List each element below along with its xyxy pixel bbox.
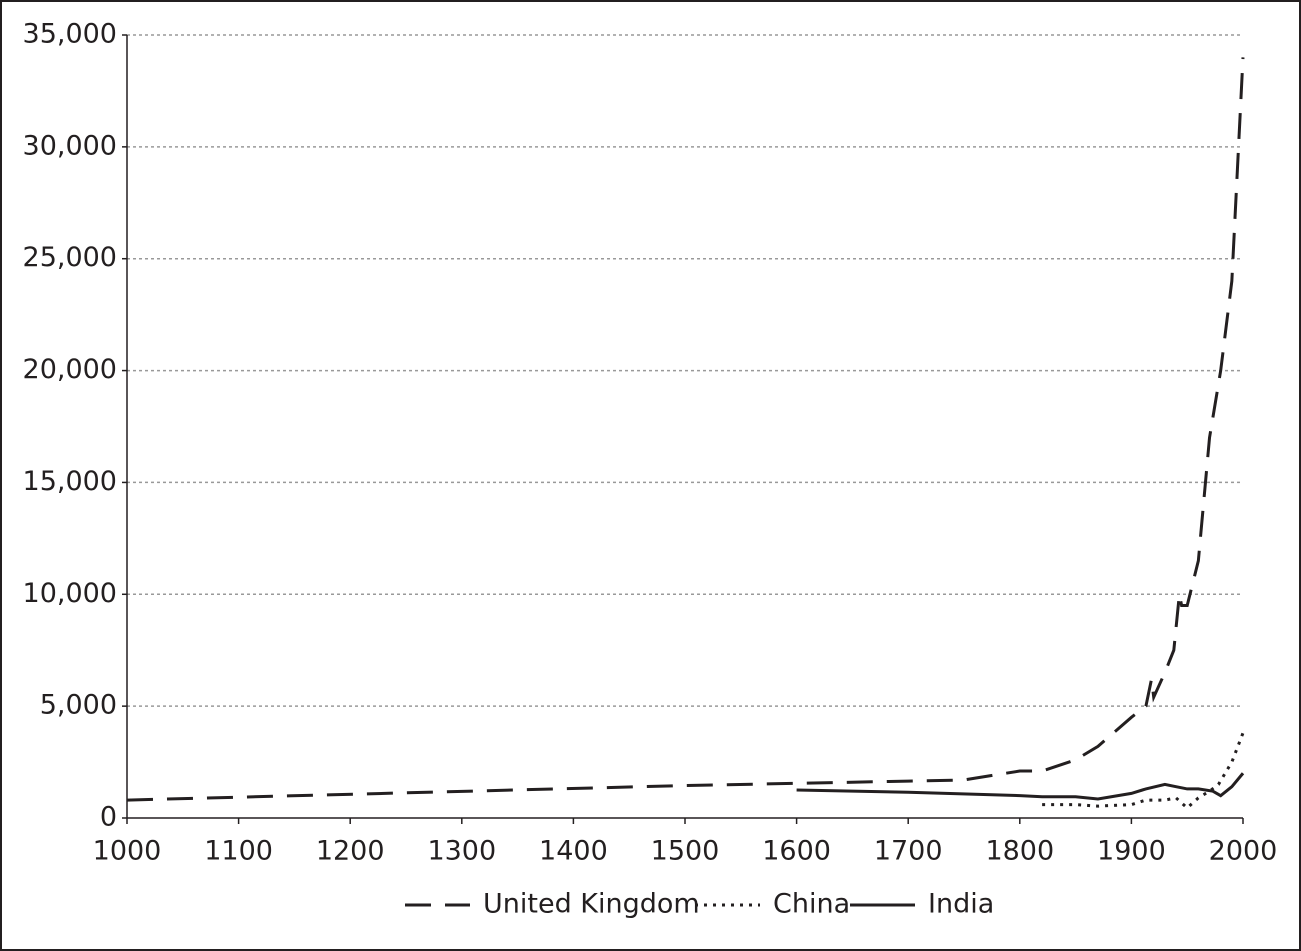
- y-tick-label: 0: [100, 802, 117, 833]
- x-tick-label: 1700: [874, 836, 943, 867]
- y-tick-label: 30,000: [23, 130, 117, 161]
- line: [126, 57, 1245, 802]
- y-tick-label: 35,000: [23, 19, 117, 50]
- x-tick-label: 1100: [204, 836, 273, 867]
- y-tick-label: 15,000: [23, 466, 117, 497]
- x-tick-label: 1000: [93, 836, 162, 867]
- x-tick-label: 1300: [427, 836, 496, 867]
- legend-label: China: [773, 889, 850, 920]
- x-tick-label: 1900: [1097, 836, 1166, 867]
- y-tick-label: 5,000: [40, 690, 117, 721]
- x-tick-label: 1600: [762, 836, 831, 867]
- x-tick-label: 1500: [651, 836, 720, 867]
- legend-label: United Kingdom: [483, 889, 700, 920]
- x-tick-label: 1200: [316, 836, 385, 867]
- x-tick-label: 1800: [985, 836, 1054, 867]
- y-tick-label: 25,000: [23, 242, 117, 273]
- x-tick-label: 1400: [539, 836, 608, 867]
- line: [796, 772, 1245, 801]
- line: [1042, 732, 1245, 810]
- x-tick-label: 2000: [1209, 836, 1278, 867]
- y-tick-label: 10,000: [23, 578, 117, 609]
- legend-label: India: [928, 889, 994, 920]
- y-tick-label: 20,000: [23, 354, 117, 385]
